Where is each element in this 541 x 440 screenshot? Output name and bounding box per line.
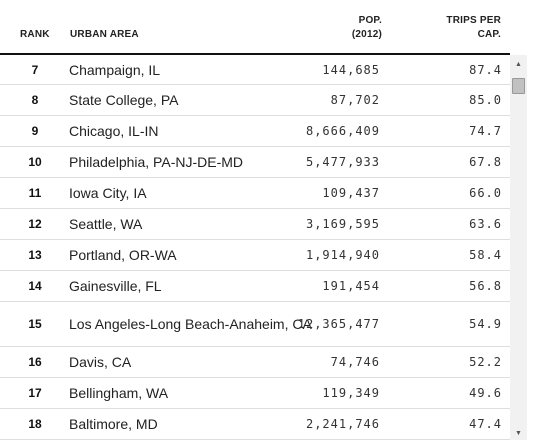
population-cell: 191,454 bbox=[322, 279, 380, 293]
table-body[interactable]: 7 Champaign, IL 144,685 87.4 8 State College,… bbox=[0, 55, 510, 440]
scrollbar-thumb[interactable] bbox=[512, 78, 525, 94]
urban-area-cell: Philadelphia, PA-NJ-DE-MD bbox=[69, 154, 244, 170]
population-cell: 109,437 bbox=[322, 186, 380, 200]
rank-cell: 18 bbox=[28, 417, 42, 431]
urban-area-cell: Davis, CA bbox=[69, 354, 132, 370]
population-cell: 87,702 bbox=[330, 93, 380, 107]
triangle-up-icon[interactable]: ▲ bbox=[515, 60, 522, 68]
population-cell: 119,349 bbox=[322, 386, 380, 400]
rank-cell: 8 bbox=[31, 93, 39, 107]
trips-per-capita-cell: 49.6 bbox=[469, 386, 502, 400]
triangle-down-icon[interactable]: ▼ bbox=[515, 429, 522, 437]
header-trips-per-capita: TRIPS PER CAP. bbox=[446, 14, 501, 42]
population-cell: 8,666,409 bbox=[305, 124, 380, 138]
population-cell: 2,241,746 bbox=[305, 417, 380, 431]
trips-per-capita-cell: 63.6 bbox=[469, 217, 502, 231]
table-row: 13 Portland, OR-WA 1,914,940 58.4 bbox=[0, 240, 510, 271]
header-population-line1: POP. bbox=[358, 15, 382, 26]
rank-cell: 11 bbox=[28, 186, 42, 200]
urban-area-cell: Champaign, IL bbox=[69, 61, 161, 78]
trips-per-capita-cell: 74.7 bbox=[469, 124, 502, 138]
table-row: 17 Bellingham, WA 119,349 49.6 bbox=[0, 378, 510, 409]
rank-cell: 7 bbox=[31, 62, 39, 77]
rank-cell: 13 bbox=[28, 248, 42, 262]
urban-area-cell: Iowa City, IA bbox=[69, 185, 147, 201]
table-row: 9 Chicago, IL-IN 8,666,409 74.7 bbox=[0, 116, 510, 147]
vertical-scrollbar[interactable]: ▲ ▼ bbox=[510, 55, 527, 440]
table-row: 16 Davis, CA 74,746 52.2 bbox=[0, 347, 510, 378]
header-urban-area: URBAN AREA bbox=[70, 29, 139, 40]
header-population: POP. (2012) bbox=[352, 14, 382, 42]
rank-cell: 17 bbox=[28, 386, 42, 400]
rank-cell: 10 bbox=[28, 155, 42, 169]
population-cell: 74,746 bbox=[330, 355, 380, 369]
table-row: 8 State College, PA 87,702 85.0 bbox=[0, 85, 510, 116]
population-cell: 144,685 bbox=[322, 62, 380, 77]
urban-area-cell: Seattle, WA bbox=[69, 216, 143, 232]
header-population-line2: (2012) bbox=[351, 29, 382, 40]
trips-per-capita-cell: 67.8 bbox=[469, 155, 502, 169]
table-row: 18 Baltimore, MD 2,241,746 47.4 bbox=[0, 409, 510, 440]
population-cell: 3,169,595 bbox=[305, 217, 380, 231]
table-row: 12 Seattle, WA 3,169,595 63.6 bbox=[0, 209, 510, 240]
table-row: 14 Gainesville, FL 191,454 56.8 bbox=[0, 271, 510, 302]
table-row: 10 Philadelphia, PA-NJ-DE-MD 5,477,933 67.8 bbox=[0, 147, 510, 178]
urban-area-cell: Portland, OR-WA bbox=[69, 247, 177, 263]
population-cell: 12,365,477 bbox=[297, 317, 380, 331]
urban-area-cell: Chicago, IL-IN bbox=[69, 123, 159, 139]
trips-per-capita-cell: 54.9 bbox=[469, 317, 502, 331]
trips-per-capita-cell: 52.2 bbox=[469, 355, 502, 369]
urban-area-cell: State College, PA bbox=[69, 92, 179, 108]
urban-area-cell: Baltimore, MD bbox=[69, 416, 158, 432]
table-row: 15 Los Angeles-Long Beach-Anaheim, CA 12,3… bbox=[0, 302, 510, 347]
urban-area-cell: Bellingham, WA bbox=[69, 385, 169, 401]
trips-per-capita-cell: 85.0 bbox=[469, 93, 502, 107]
rank-cell: 14 bbox=[28, 279, 42, 293]
trips-per-capita-cell: 56.8 bbox=[469, 279, 502, 293]
header-rank: RANK bbox=[20, 29, 50, 40]
header-trips-line2: CAP. bbox=[477, 29, 501, 40]
header-trips-line1: TRIPS PER bbox=[446, 15, 501, 26]
population-cell: 1,914,940 bbox=[305, 248, 380, 262]
urban-area-cell: Gainesville, FL bbox=[69, 278, 162, 294]
table-row: 7 Champaign, IL 144,685 87.4 bbox=[0, 55, 510, 85]
table-header: RANK URBAN AREA POP. (2012) TRIPS PER CA… bbox=[0, 0, 510, 55]
trips-per-capita-cell: 66.0 bbox=[469, 186, 502, 200]
population-cell: 5,477,933 bbox=[305, 155, 380, 169]
scrollbar-track[interactable] bbox=[512, 71, 525, 426]
table-row: 11 Iowa City, IA 109,437 66.0 bbox=[0, 178, 510, 209]
trips-per-capita-cell: 58.4 bbox=[469, 248, 502, 262]
trips-per-capita-cell: 87.4 bbox=[469, 62, 502, 77]
rank-cell: 9 bbox=[31, 124, 39, 138]
rank-cell: 15 bbox=[28, 317, 42, 331]
urban-area-cell: Los Angeles-Long Beach-Anaheim, CA bbox=[69, 316, 312, 332]
trips-per-capita-cell: 47.4 bbox=[469, 417, 502, 431]
rank-cell: 12 bbox=[28, 217, 42, 231]
rank-cell: 16 bbox=[28, 355, 42, 369]
